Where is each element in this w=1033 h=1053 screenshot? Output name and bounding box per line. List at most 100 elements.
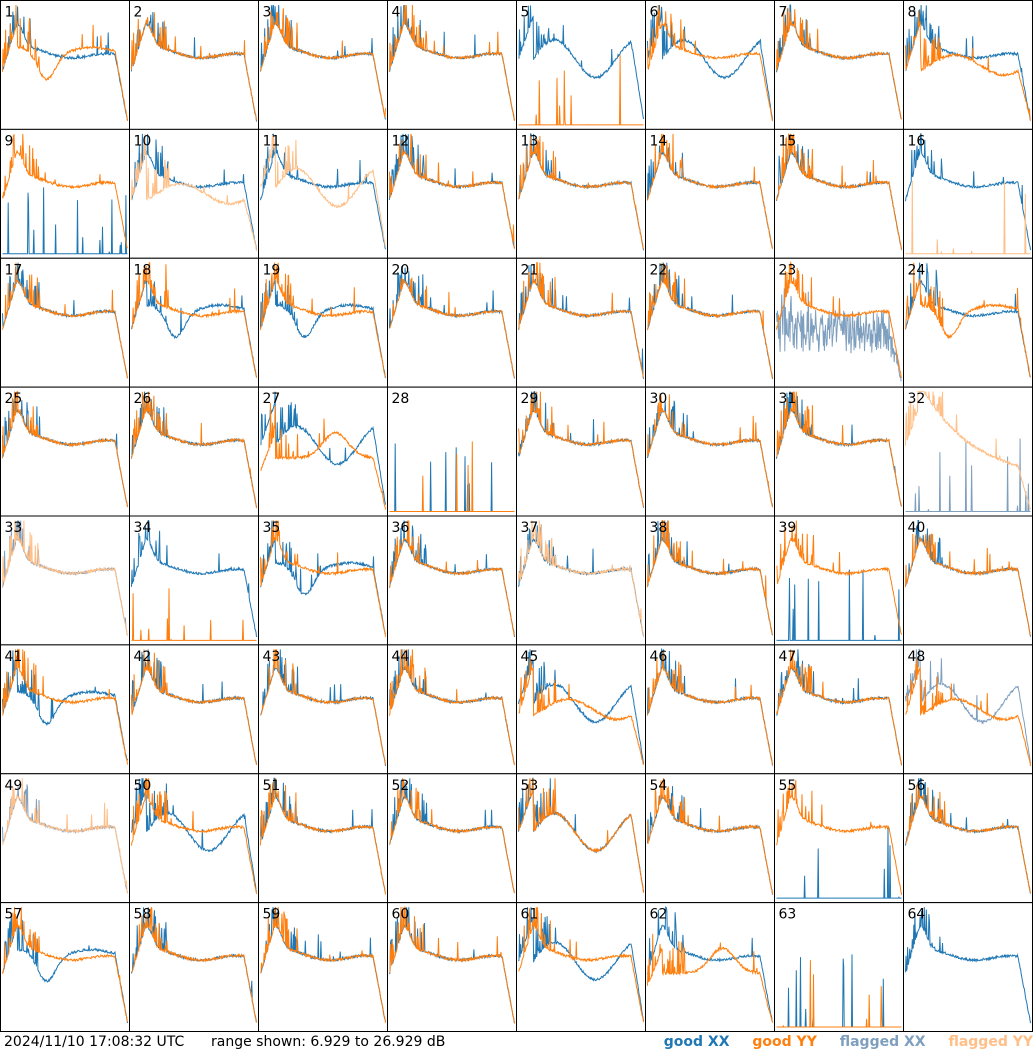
- series-xx: [2, 650, 128, 761]
- panel-label: 1: [5, 5, 14, 21]
- panel-label: 33: [5, 520, 23, 536]
- series-yy: [2, 133, 128, 249]
- panel-40: 40: [903, 515, 1033, 646]
- panel-frame: [129, 0, 259, 130]
- series-yy: [776, 960, 902, 1028]
- panel-label: 41: [5, 649, 23, 665]
- panel-60: 60: [387, 902, 517, 1032]
- series-yy: [389, 441, 515, 512]
- panel-23: 23: [774, 257, 904, 388]
- panel-label: 64: [908, 907, 926, 923]
- panel-49: 49: [0, 773, 130, 904]
- legend-flagged-yy: flagged YY: [948, 1034, 1033, 1050]
- series-xx: [518, 907, 644, 1022]
- panel-label: 20: [392, 262, 410, 278]
- panel-14: 14: [645, 128, 775, 259]
- panel-32: 32: [903, 386, 1033, 517]
- series-yy: [260, 778, 386, 895]
- series-yy: [131, 588, 257, 641]
- panel-frame: [258, 773, 388, 904]
- panel-frame: [774, 0, 904, 130]
- series-yy: [518, 135, 644, 250]
- panel-52: 52: [387, 773, 517, 904]
- panel-19: 19: [258, 257, 388, 388]
- panel-label: 28: [392, 391, 410, 407]
- series-yy: [131, 133, 257, 251]
- panel-frame: [0, 515, 130, 646]
- panel-label: 48: [908, 649, 926, 665]
- panel-57: 57: [0, 902, 130, 1032]
- series-yy: [776, 649, 902, 766]
- panel-4: 4: [387, 0, 517, 130]
- series-xx: [131, 778, 257, 892]
- series-yy: [518, 391, 644, 508]
- panel-53: 53: [516, 773, 646, 904]
- panel-label: 62: [650, 907, 668, 923]
- panel-label: 56: [908, 778, 926, 794]
- series-yy: [647, 520, 773, 636]
- series-xx: [647, 906, 773, 1022]
- panel-label: 12: [392, 133, 410, 149]
- panel-label: 51: [263, 778, 281, 794]
- panel-3: 3: [258, 0, 388, 130]
- panel-24: 24: [903, 257, 1033, 388]
- series-yy: [647, 262, 773, 379]
- panel-2: 2: [129, 0, 259, 130]
- panel-26: 26: [129, 386, 259, 517]
- series-yy: [260, 262, 386, 378]
- series-xx: [2, 187, 128, 255]
- panel-label: 8: [908, 5, 917, 21]
- series-yy: [260, 134, 386, 247]
- panel-label: 14: [650, 133, 668, 149]
- panel-frame: [258, 257, 388, 388]
- legend-good-yy: good YY: [752, 1034, 817, 1050]
- panel-34: 34: [129, 515, 259, 646]
- panel-label: 34: [134, 520, 152, 536]
- series-yy: [518, 907, 644, 1023]
- series-xx: [260, 279, 386, 379]
- panel-label: 3: [263, 5, 272, 21]
- series-xx: [260, 907, 386, 1022]
- panel-label: 45: [521, 649, 539, 665]
- footer-bar: 2024/11/10 17:08:32 UTC range shown: 6.9…: [0, 1032, 1033, 1053]
- series-yy: [2, 4, 128, 121]
- panel-label: 19: [263, 262, 281, 278]
- series-yy: [647, 393, 773, 508]
- panel-frame: [0, 0, 130, 130]
- series-yy: [2, 907, 128, 1022]
- series-yy: [518, 778, 644, 893]
- series-yy: [131, 262, 257, 378]
- series-yy: [131, 778, 257, 895]
- series-yy: [647, 778, 773, 895]
- panel-36: 36: [387, 515, 517, 646]
- series-yy: [905, 533, 1031, 636]
- legend-flagged-xx: flagged XX: [839, 1034, 926, 1050]
- panel-label: 44: [392, 649, 410, 665]
- panel-13: 13: [516, 128, 646, 259]
- panel-label: 5: [521, 5, 530, 21]
- panel-31: 31: [774, 386, 904, 517]
- panel-label: 36: [392, 520, 410, 536]
- series-yy: [260, 907, 386, 1023]
- panel-frame: [774, 128, 904, 259]
- panel-16: 16: [903, 128, 1033, 259]
- panel-label: 61: [521, 907, 539, 923]
- series-yy: [260, 649, 386, 766]
- panel-frame: [129, 257, 259, 388]
- panel-label: 59: [263, 907, 281, 923]
- series-yy: [905, 262, 1031, 378]
- panel-frame: [387, 386, 517, 517]
- series-xx: [518, 649, 644, 764]
- series-yy: [518, 657, 644, 766]
- series-yy: [647, 651, 773, 766]
- panel-58: 58: [129, 902, 259, 1032]
- panel-label: 26: [134, 391, 152, 407]
- panel-37: 37: [516, 515, 646, 646]
- panel-38: 38: [645, 515, 775, 646]
- panel-12: 12: [387, 128, 517, 259]
- panel-label: 9: [5, 133, 14, 149]
- series-yy: [389, 649, 515, 766]
- panel-label: 46: [650, 649, 668, 665]
- series-yy: [131, 906, 257, 1023]
